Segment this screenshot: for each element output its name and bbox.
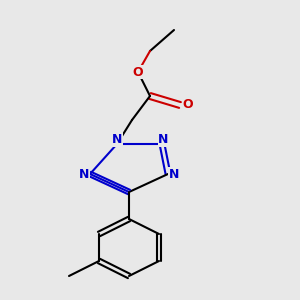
Text: O: O (182, 98, 193, 112)
Text: N: N (112, 133, 122, 146)
Text: O: O (133, 65, 143, 79)
Text: N: N (158, 133, 169, 146)
Text: N: N (169, 167, 179, 181)
Text: N: N (79, 167, 89, 181)
